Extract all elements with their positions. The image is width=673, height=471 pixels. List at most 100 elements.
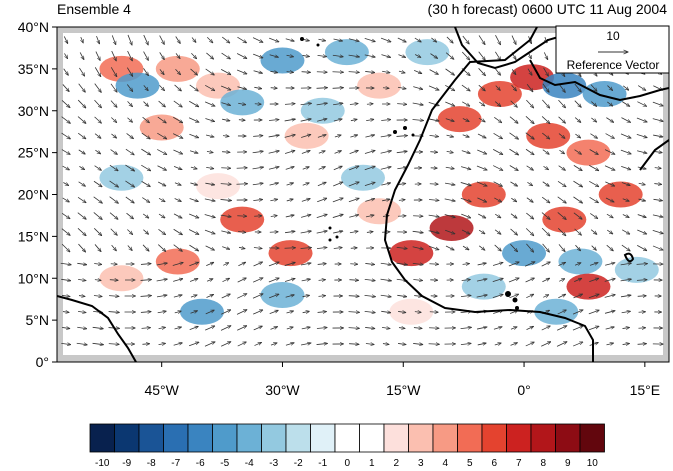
- wind-vector: [254, 87, 261, 88]
- lat-tick-label: 30°N: [18, 103, 49, 119]
- nodata-bottom: [57, 355, 669, 362]
- coastline-arabia: [639, 139, 669, 171]
- wind-vector: [478, 84, 485, 91]
- wind-vector: [127, 229, 132, 234]
- wind-vector: [174, 198, 182, 201]
- wind-vector: [542, 181, 550, 187]
- nodata-left: [57, 27, 63, 362]
- wind-vector: [110, 264, 117, 265]
- wind-vector: [621, 229, 630, 234]
- wind-vector: [428, 102, 439, 105]
- wind-vector: [348, 38, 359, 42]
- wind-vector: [316, 343, 328, 344]
- wind-vector: [541, 326, 551, 331]
- wind-vector: [541, 262, 551, 267]
- wind-vector: [364, 182, 375, 187]
- wind-vector: [189, 133, 198, 137]
- wind-vector: [575, 244, 580, 251]
- wind-vector: [429, 135, 439, 136]
- wind-vector: [252, 183, 263, 185]
- wind-vector: [445, 68, 455, 75]
- colorbar-label: 2: [393, 458, 399, 469]
- wind-vector: [127, 101, 133, 106]
- wind-vector: [526, 294, 533, 299]
- wind-vector: [236, 53, 247, 58]
- wind-vector: [350, 135, 357, 137]
- wind-vector: [557, 310, 567, 315]
- wind-vector: [222, 152, 230, 153]
- wind-vector: [204, 198, 215, 201]
- anomaly-cell: [220, 206, 265, 233]
- wind-vector: [349, 103, 358, 104]
- wind-vector: [253, 326, 263, 331]
- wind-vector: [510, 213, 517, 218]
- wind-vector: [476, 279, 487, 281]
- wind-vector: [461, 150, 470, 154]
- colorbar-label: -5: [220, 458, 229, 469]
- wind-vector: [526, 243, 533, 252]
- wind-vector: [364, 279, 375, 280]
- wind-vector: [173, 228, 183, 235]
- wind-vector: [173, 166, 182, 169]
- wind-vector: [77, 327, 86, 328]
- wind-vector: [253, 248, 262, 249]
- wind-vector: [349, 150, 359, 154]
- wind-vector: [268, 135, 280, 137]
- wind-vector: [269, 120, 279, 121]
- wind-vector: [558, 165, 566, 171]
- wind-vector: [542, 132, 549, 139]
- wind-vector: [142, 344, 149, 345]
- wind-vector: [285, 167, 294, 170]
- wind-vector: [364, 295, 376, 296]
- wind-vector: [462, 35, 469, 44]
- wind-vector: [350, 119, 357, 120]
- wind-vector: [348, 72, 360, 73]
- wind-vector: [78, 296, 85, 297]
- wind-vector: [189, 213, 199, 218]
- wind-vector: [414, 296, 422, 297]
- wind-vector: [620, 149, 631, 154]
- wind-vector: [126, 212, 134, 219]
- wind-vector: [365, 263, 374, 264]
- wind-vector: [493, 327, 502, 330]
- wind-vector: [542, 243, 550, 252]
- wind-vector: [414, 312, 421, 313]
- wind-vector: [159, 52, 165, 59]
- wind-vector: [364, 150, 375, 154]
- wind-vector: [191, 52, 196, 59]
- colorbar-swatch: [89, 423, 115, 453]
- wind-vector: [110, 228, 117, 235]
- anomaly-cell: [155, 55, 200, 82]
- wind-vector: [607, 85, 612, 91]
- wind-vector: [111, 50, 117, 61]
- colorbar-label: 9: [565, 458, 571, 469]
- wind-vector: [220, 69, 231, 74]
- colorbar-swatch: [236, 423, 262, 453]
- wind-vector: [334, 151, 342, 154]
- wind-vector: [495, 51, 500, 60]
- wind-vector: [286, 183, 294, 185]
- wind-vector: [348, 55, 360, 57]
- anomaly-cell: [566, 139, 611, 166]
- wind-vector: [621, 182, 630, 186]
- wind-vector: [205, 183, 214, 185]
- wind-vector: [556, 342, 567, 347]
- wind-vector: [63, 36, 67, 43]
- wind-vector: [494, 197, 501, 202]
- wind-vector: [573, 294, 583, 299]
- wind-vector: [414, 54, 421, 58]
- wind-vector: [510, 327, 517, 329]
- colorbar-swatch: [285, 423, 311, 453]
- wind-vector: [573, 212, 582, 219]
- wind-vector: [205, 326, 215, 331]
- wind-vector: [142, 116, 150, 123]
- wind-vector: [206, 52, 213, 59]
- colorbar-swatch: [212, 423, 238, 453]
- wind-vector: [364, 311, 376, 312]
- wind-vector: [110, 83, 117, 92]
- wind-vector: [636, 280, 647, 281]
- lon-tick-label: 30°W: [265, 382, 300, 398]
- wind-vector: [590, 229, 597, 235]
- wind-vector: [605, 197, 614, 202]
- coastline-mediterranean: [529, 59, 669, 102]
